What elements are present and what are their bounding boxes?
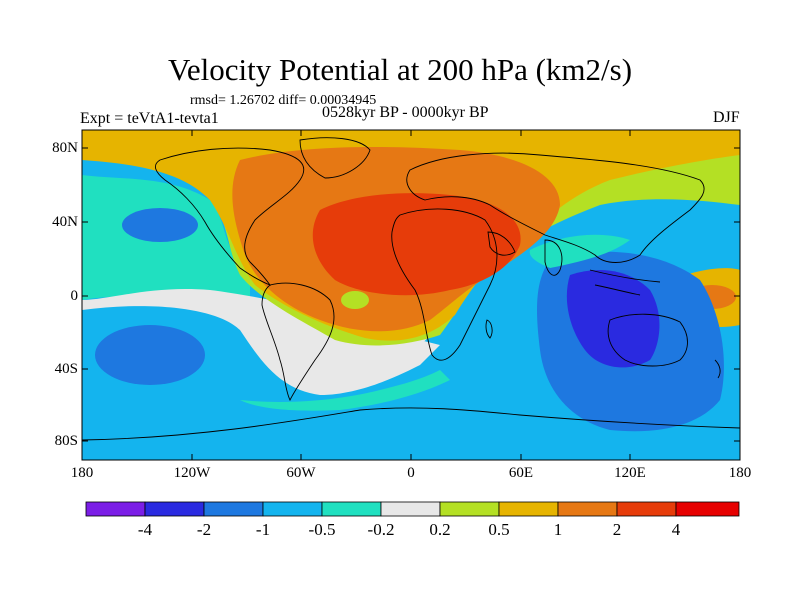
band-blue-south-pacific <box>95 325 205 385</box>
band-teal-south <box>240 370 450 411</box>
coast-arabia <box>487 231 516 256</box>
coast-antarctica <box>82 407 740 441</box>
coast-south-america <box>261 282 335 402</box>
coast-greenland <box>299 137 371 179</box>
colorbar-label: 0.5 <box>488 520 510 539</box>
colorbar-box <box>498 501 559 517</box>
stats-line: rmsd= 1.26702 diff= 0.00034945 <box>190 93 377 108</box>
band-red-orange <box>312 193 521 296</box>
colorbar-label: -2 <box>196 520 212 539</box>
period-label: 0528kyr BP - 0000kyr BP <box>322 104 489 121</box>
coast-india <box>544 239 563 276</box>
band-white-south <box>82 288 440 395</box>
colorbar-label: -1 <box>255 520 271 539</box>
lat-label: 40S <box>54 361 78 377</box>
colorbar-label: -0.2 <box>367 520 395 539</box>
coast-australia <box>607 313 688 367</box>
map-title: Velocity Potential at 200 hPa (km2/s) <box>167 52 633 87</box>
colorbar-label: 1 <box>553 520 563 539</box>
coastlines <box>82 137 740 441</box>
season-label: DJF <box>713 109 740 126</box>
experiment-label: Expt = teVtA1-tevta1 <box>80 110 219 127</box>
colorbar-box <box>203 501 264 517</box>
lon-label: 0 <box>407 465 415 481</box>
colorbar-label: -0.5 <box>308 520 336 539</box>
coast-eurasia <box>406 152 705 263</box>
colorbar-box <box>85 501 146 517</box>
colorbar-box <box>675 501 740 517</box>
colorbar-box <box>616 501 677 517</box>
lon-label: 120W <box>173 465 211 481</box>
tick-marks <box>81 130 741 460</box>
band-blue-north-pacific <box>122 208 198 242</box>
coast-madagascar <box>485 319 493 339</box>
lat-label: 0 <box>70 288 79 304</box>
coast-new-zealand <box>714 359 721 379</box>
colorbar-label: 4 <box>671 520 681 539</box>
lat-label: 40N <box>52 214 78 230</box>
colorbar-label: 2 <box>612 520 622 539</box>
colorbar-label: -4 <box>137 520 153 539</box>
coast-africa <box>391 208 498 361</box>
lon-label: 60E <box>508 465 534 481</box>
colorbar-box <box>262 501 323 517</box>
lon-label: 60W <box>286 465 316 481</box>
coast-north-america <box>154 147 305 286</box>
contour-fill <box>82 130 740 460</box>
colorbar-box <box>321 501 382 517</box>
lat-label: 80S <box>54 433 78 449</box>
lon-label: 120E <box>614 465 646 481</box>
colorbar <box>85 501 740 517</box>
lat-label: 80N <box>52 140 78 156</box>
colorbar-box <box>557 501 618 517</box>
coast-indonesia <box>589 269 661 296</box>
green-pocket <box>341 291 369 309</box>
colorbar-label: 0.2 <box>429 520 451 539</box>
colorbar-box <box>144 501 205 517</box>
colorbar-box <box>439 501 500 517</box>
lon-label: 180 <box>728 465 752 481</box>
colorbar-box <box>380 501 441 517</box>
lon-label: 180 <box>70 465 94 481</box>
